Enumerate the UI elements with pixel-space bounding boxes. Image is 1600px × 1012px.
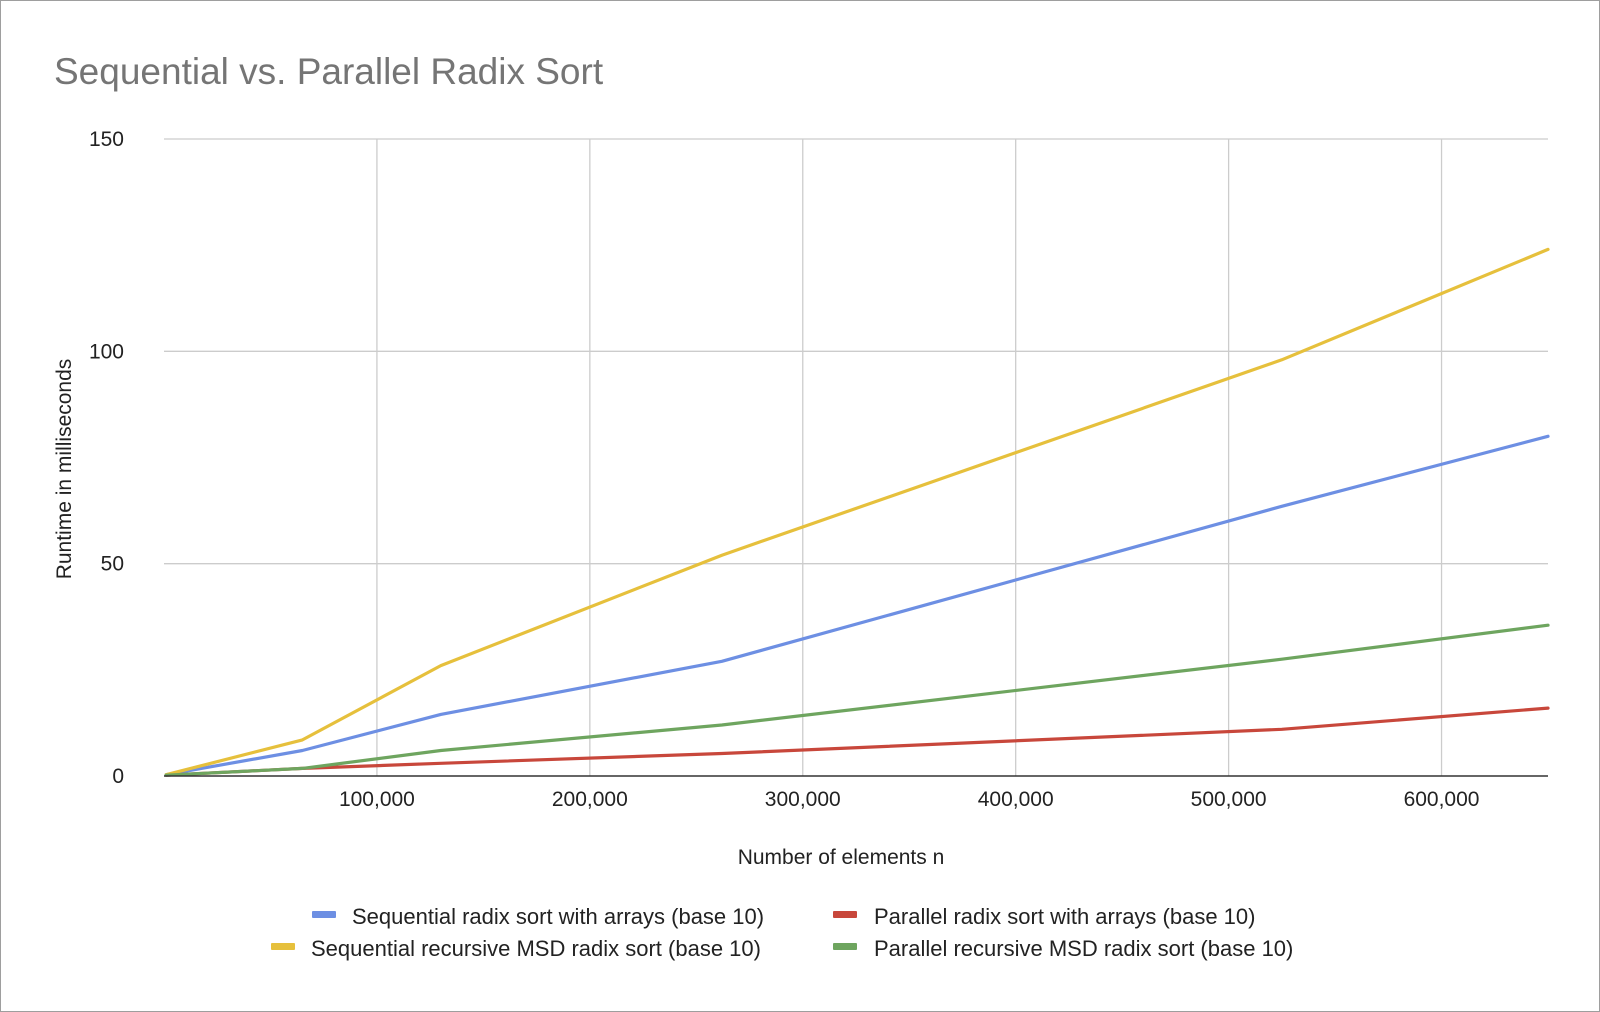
axes: 0 50 100 150 100,000 200,000 300,000 400,000 500… [89, 128, 1548, 811]
legend: Sequential radix sort with arrays (base … [271, 904, 1293, 961]
legend-label: Sequential recursive MSD radix sort (bas… [311, 936, 761, 961]
y-axis-title: Runtime in milliseconds [53, 359, 76, 580]
legend-swatch [833, 911, 857, 918]
legend-label: Sequential radix sort with arrays (base … [352, 904, 764, 929]
y-tick-label: 150 [89, 128, 124, 151]
chart-title: Sequential vs. Parallel Radix Sort [54, 51, 604, 92]
legend-swatch [271, 943, 295, 950]
x-tick-label: 200,000 [552, 788, 628, 811]
legend-swatch [833, 943, 857, 950]
x-axis-title: Number of elements n [738, 846, 945, 869]
y-tick-label: 0 [112, 765, 124, 788]
legend-label: Parallel radix sort with arrays (base 10… [874, 904, 1255, 929]
x-tick-label: 400,000 [978, 788, 1054, 811]
x-tick-label: 600,000 [1404, 788, 1480, 811]
series-line-4 [164, 623, 1550, 777]
x-tick-label: 100,000 [339, 788, 415, 811]
legend-swatch [312, 911, 336, 918]
series-line-3 [164, 247, 1550, 777]
y-tick-label: 50 [101, 553, 124, 576]
x-tick-label: 500,000 [1191, 788, 1267, 811]
series-lines [164, 247, 1550, 777]
y-tick-label: 100 [89, 340, 124, 363]
gridlines [164, 138, 1548, 776]
series-line-1 [164, 434, 1550, 777]
series-line-2 [164, 706, 1550, 777]
legend-label: Parallel recursive MSD radix sort (base … [874, 936, 1293, 961]
x-tick-label: 300,000 [765, 788, 841, 811]
